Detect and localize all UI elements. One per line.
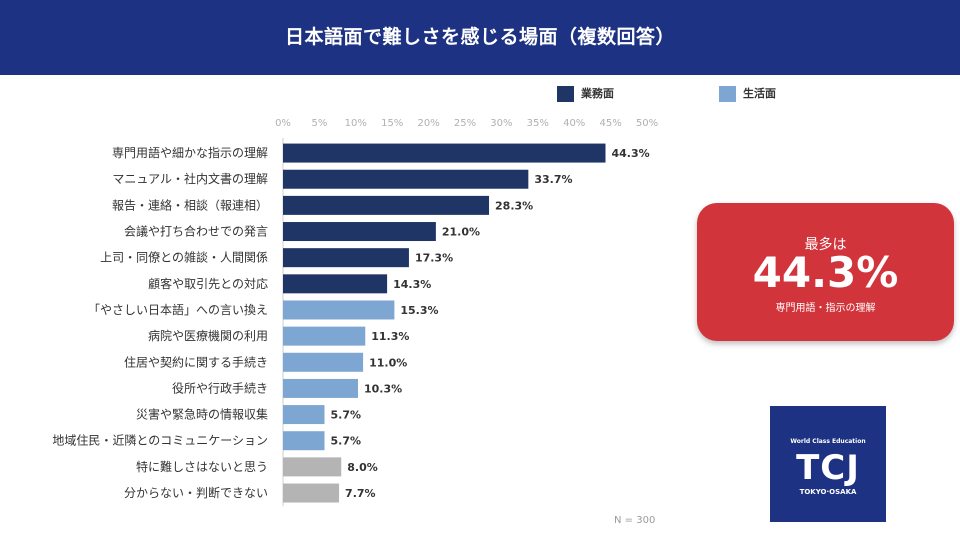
value-label: 28.3% [495,199,533,212]
x-tick-label: 40% [563,118,585,129]
bar [283,222,436,242]
legend-swatch-work [557,86,574,102]
legend-label-life: 生活面 [743,87,776,100]
category-label: 専門用語や細かな指示の理解 [112,145,268,160]
category-label: 報告・連絡・相談（報連相） [112,197,268,212]
x-tick-label: 45% [599,118,621,129]
value-label: 7.7% [345,487,376,500]
value-label: 8.0% [347,461,378,474]
bar [283,352,364,372]
bar [283,248,409,268]
category-label: 顧客や取引先との対応 [148,276,268,291]
category-label: マニュアル・社内文書の理解 [112,171,268,186]
value-label: 33.7% [534,173,572,186]
highlight-value: 44.3% [752,248,899,297]
value-label: 10.3% [364,382,402,395]
category-label: 「やさしい日本語」への言い換え [88,302,268,317]
bar [283,457,342,477]
category-label: 役所や行政手続き [172,380,268,395]
bar [283,195,490,215]
bar [283,169,529,189]
value-label: 21.0% [442,226,480,239]
x-tick-label: 50% [636,118,658,129]
value-label: 14.3% [393,278,431,291]
value-label: 5.7% [330,409,361,422]
bar [283,378,358,398]
category-label: 地域住民・近隣とのコミュニケーション [52,433,268,448]
x-tick-label: 25% [454,118,476,129]
x-tick-label: 15% [381,118,403,129]
bar [283,483,340,503]
value-label: 11.3% [371,330,409,343]
x-tick-label: 30% [490,118,512,129]
value-label: 5.7% [330,435,361,448]
value-label: 17.3% [415,252,453,265]
highlight-label: 最多は [804,237,847,253]
x-tick-label: 10% [345,118,367,129]
page-title: 日本語面で難しさを感じる場面（複数回答） [284,26,675,48]
legend-label-work: 業務面 [581,87,614,100]
value-label: 44.3% [612,147,650,160]
category-label: 災害や緊急時の情報収集 [136,407,268,422]
bar [283,326,366,346]
logo-city: TOKYO·OSAKA [799,488,857,496]
highlight-card: 最多は 44.3% 専門用語・指示の理解 [697,203,954,341]
bar [283,405,325,425]
value-label: 11.0% [369,356,407,369]
x-tick-label: 20% [417,118,439,129]
category-label: 分からない・判断できない [124,485,268,500]
x-tick-label: 5% [311,118,327,129]
category-label: 病院や医療機関の利用 [148,328,268,343]
logo-mark: TCJ [796,448,860,488]
x-tick-label: 35% [527,118,549,129]
category-label: 住居や契約に関する手続き [124,354,268,369]
bar [283,274,388,294]
category-label: 特に難しさはないと思う [136,459,268,474]
category-label: 上司・同僚との雑談・人間関係 [100,250,268,265]
legend-swatch-life [719,86,736,102]
tcj-logo: World Class Education TCJ TOKYO·OSAKA [770,406,886,522]
value-label: 15.3% [400,304,438,317]
category-label: 会議や打ち合わせでの発言 [124,224,268,239]
bar [283,431,325,451]
bar [283,300,395,320]
x-tick-label: 0% [275,118,291,129]
bar [283,143,606,163]
sample-size-note: N = 300 [614,515,656,526]
highlight-caption: 専門用語・指示の理解 [775,303,876,314]
logo-tagline: World Class Education [790,438,866,445]
title-bar: 日本語面で難しさを感じる場面（複数回答） [0,0,960,75]
